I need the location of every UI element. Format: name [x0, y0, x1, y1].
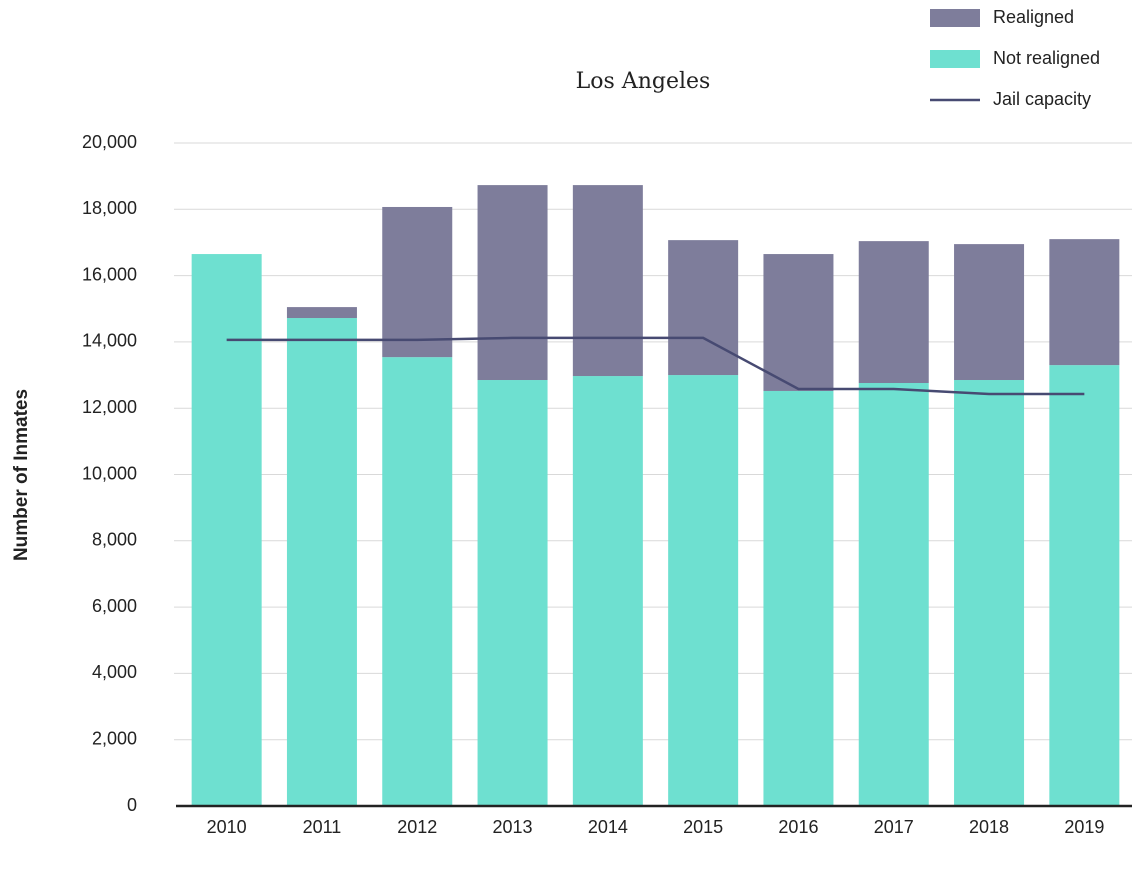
bar-segment [477, 185, 548, 381]
bar-segment [954, 244, 1025, 381]
bar-segment [763, 254, 834, 391]
bar-segment [858, 383, 929, 806]
x-tick-label: 2010 [207, 817, 247, 837]
x-tick-label: 2018 [969, 817, 1009, 837]
x-tick-label: 2014 [588, 817, 628, 837]
x-tick-label: 2016 [778, 817, 818, 837]
bar-segment [382, 357, 453, 806]
y-tick-label: 20,000 [82, 132, 137, 152]
capacity-line [226, 336, 1085, 396]
bar-segment [572, 185, 643, 377]
y-tick-label: 0 [127, 795, 137, 815]
bar-segment [286, 318, 357, 806]
y-tick-label: 14,000 [82, 331, 137, 351]
y-tick-label: 16,000 [82, 264, 137, 284]
legend-label: Not realigned [993, 48, 1100, 68]
x-tick-label: 2013 [493, 817, 533, 837]
bar-segment [763, 390, 834, 806]
y-tick-label: 2,000 [92, 728, 137, 748]
legend-swatch [930, 9, 980, 27]
legend-label: Realigned [993, 7, 1074, 27]
bar-segment [954, 380, 1025, 806]
legend-label: Jail capacity [993, 89, 1091, 109]
y-tick-label: 6,000 [92, 596, 137, 616]
y-tick-label: 10,000 [82, 463, 137, 483]
bar-segment [1049, 365, 1120, 806]
x-tick-label: 2019 [1064, 817, 1104, 837]
bar-segment [572, 376, 643, 806]
bar-segment [668, 240, 739, 376]
bar-segment [477, 380, 548, 806]
bar-segment [668, 375, 739, 806]
bar-segment [1049, 239, 1120, 366]
bar-segment [286, 307, 357, 319]
y-tick-label: 12,000 [82, 397, 137, 417]
chart-title: Los Angeles [576, 69, 711, 94]
bar-segment [191, 254, 262, 807]
y-axis-label: Number of Inmates [11, 389, 32, 561]
legend-swatch [930, 50, 980, 68]
y-tick-label: 4,000 [92, 662, 137, 682]
x-tick-label: 2015 [683, 817, 723, 837]
x-tick-label: 2017 [874, 817, 914, 837]
y-tick-label: 18,000 [82, 198, 137, 218]
y-tick-label: 8,000 [92, 530, 137, 550]
bar-segment [858, 241, 929, 384]
bar-segment [382, 206, 453, 358]
x-tick-label: 2012 [397, 817, 437, 837]
x-tick-label: 2011 [303, 817, 342, 837]
